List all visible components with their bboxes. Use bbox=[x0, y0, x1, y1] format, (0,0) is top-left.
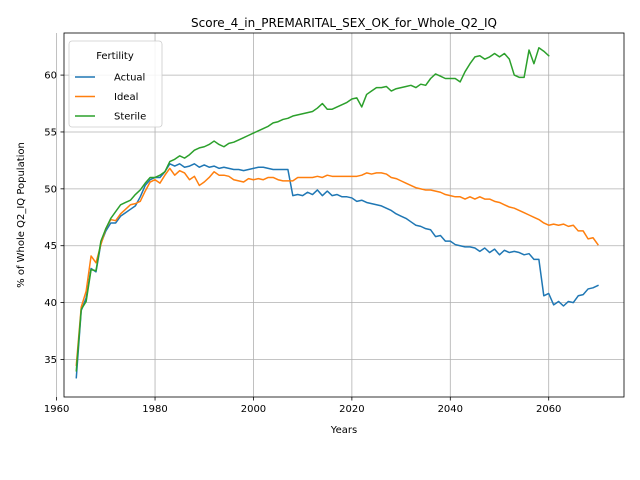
x-tick-label: 1960 bbox=[44, 404, 69, 415]
chart-title: Score_4_in_PREMARITAL_SEX_OK_for_Whole_Q… bbox=[191, 16, 497, 30]
y-tick-label: 40 bbox=[44, 298, 57, 309]
legend-label-sterile: Sterile bbox=[114, 112, 146, 123]
y-tick-label: 55 bbox=[44, 127, 57, 138]
series-line-ideal bbox=[75, 167, 599, 366]
legend: Fertility Actual Ideal Sterile bbox=[68, 40, 163, 128]
x-tick-label: 2020 bbox=[339, 404, 364, 415]
plot-lines bbox=[75, 47, 599, 379]
y-axis-label: % of Whole Q2_IQ Population bbox=[16, 142, 27, 288]
axis-ticks: 1960 1980 2000 2020 2040 2060 35 40 45 50 55 60 bbox=[44, 71, 562, 415]
legend-entries: Actual Ideal Sterile bbox=[75, 73, 146, 123]
y-tick-label: 35 bbox=[44, 355, 57, 366]
x-axis-label: Years bbox=[330, 425, 357, 436]
y-tick-label: 60 bbox=[44, 71, 57, 82]
x-tick-label: 2040 bbox=[438, 404, 463, 415]
gridlines bbox=[56, 33, 624, 397]
legend-title: Fertility bbox=[96, 51, 134, 62]
x-tick-label: 2060 bbox=[536, 404, 561, 415]
y-tick-label: 50 bbox=[44, 184, 57, 195]
series-line-sterile bbox=[75, 47, 550, 372]
y-tick-label: 45 bbox=[44, 241, 57, 252]
plot-frame bbox=[63, 32, 625, 398]
legend-label-ideal: Ideal bbox=[114, 92, 138, 103]
x-tick-label: 2000 bbox=[241, 404, 266, 415]
x-tick-label: 1980 bbox=[142, 404, 167, 415]
legend-label-actual: Actual bbox=[114, 73, 145, 84]
legend-box bbox=[68, 40, 163, 128]
